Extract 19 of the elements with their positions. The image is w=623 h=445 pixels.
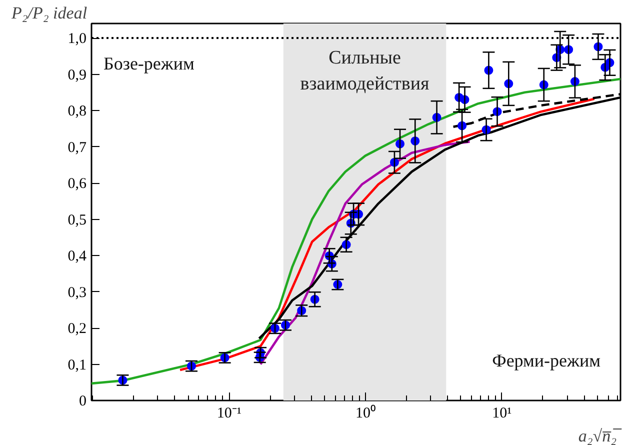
y-tick-label: 0,6 bbox=[68, 176, 87, 192]
x-axis-title: a₂√n̅₂̅ bbox=[578, 426, 622, 445]
y-tick-label: 0,9 bbox=[68, 67, 86, 84]
annotation: Бозе-режим bbox=[104, 54, 194, 74]
y-tick-label: 0,3 bbox=[68, 284, 86, 301]
y-tick-label: 0,2 bbox=[68, 321, 86, 337]
y-tick-label: 0,4 bbox=[68, 248, 87, 264]
y-axis-title: P₂/P₂ ideal bbox=[10, 4, 88, 22]
y-tick-label: 0 bbox=[79, 394, 86, 410]
annotation: Ферми-режим bbox=[492, 350, 600, 370]
x-tick-label: 10¹ bbox=[492, 406, 512, 422]
band-label: Сильные взаимодействия bbox=[300, 48, 430, 94]
y-tick-label: 0,8 bbox=[68, 104, 86, 120]
x-tick-label: 10⁻¹ bbox=[216, 406, 242, 422]
y-tick-label: 0,7 bbox=[68, 140, 87, 156]
x-tick-label: 10⁰ bbox=[356, 404, 376, 422]
y-tick-label: 0,1 bbox=[68, 357, 86, 374]
y-tick-label: 0,5 bbox=[68, 212, 86, 228]
y-tick-label: 1,0 bbox=[68, 31, 86, 47]
